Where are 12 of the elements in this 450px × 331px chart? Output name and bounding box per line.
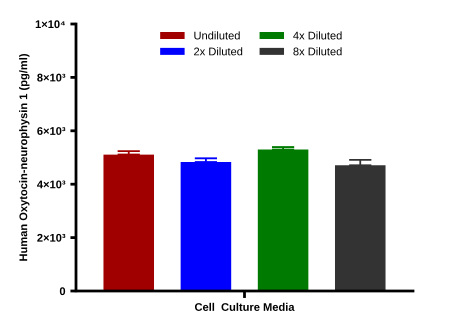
legend-label: 8x Diluted [293, 47, 342, 56]
y-axis-title: Human Oxytocin-neurophysin 1 (pg/ml) [19, 54, 30, 261]
x-tick-label: Cell Culture Media [194, 302, 295, 311]
y-tick-label: 2×10³ [37, 234, 66, 242]
y-tick-label: 6×10³ [37, 127, 66, 135]
y-tick-label: 1×10⁴ [36, 20, 65, 28]
y-tick-label: 8×10³ [37, 74, 66, 82]
legend-label: 2x Diluted [194, 47, 242, 56]
y-tick-label: 4×10³ [37, 180, 66, 188]
y-tick-label: 0 [60, 287, 66, 296]
legend-label: 4x Diluted [293, 31, 342, 40]
legend-label: Undiluted [194, 31, 240, 40]
